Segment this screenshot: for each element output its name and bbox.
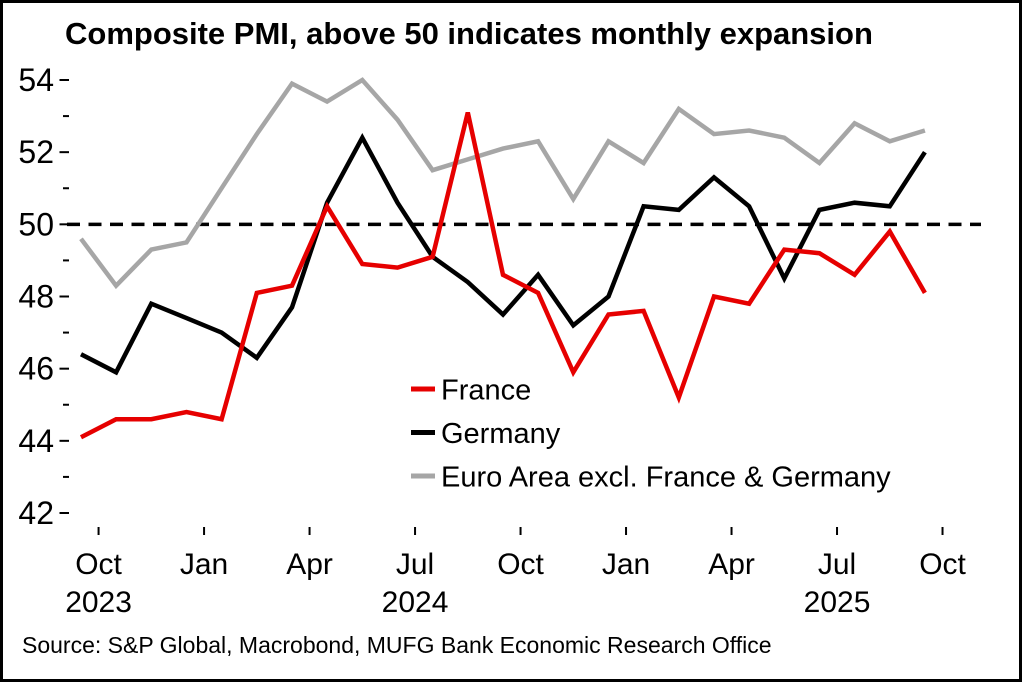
x-axis-month-label: Jul xyxy=(396,548,434,581)
x-axis-month-label: Oct xyxy=(919,548,966,581)
y-axis-tick-label: 44 xyxy=(18,423,54,459)
chart-title: Composite PMI, above 50 indicates monthl… xyxy=(65,16,873,51)
x-axis-month-label: Jan xyxy=(602,548,650,581)
pmi-line-chart: 42 44 46 48 50 52 54 Oct 2023 Jan Apr Jul 2024 Oct Jan… xyxy=(18,62,981,619)
y-axis-tick-label: 46 xyxy=(18,351,54,387)
y-axis-tick-label: 52 xyxy=(18,134,54,170)
y-axis-tick-label: 54 xyxy=(18,62,54,98)
y-axis-tick-label: 50 xyxy=(18,206,54,242)
legend-label-euro-area: Euro Area excl. France & Germany xyxy=(441,462,891,494)
x-axis-month-label: Oct xyxy=(75,548,122,581)
x-axis-year-label: 2023 xyxy=(65,586,132,619)
x-axis-month-label: Oct xyxy=(497,548,544,581)
x-axis-month-label: Apr xyxy=(708,548,755,581)
france-line xyxy=(79,111,927,440)
legend-label-germany: Germany xyxy=(441,418,561,450)
x-axis-month-label: Jul xyxy=(818,548,856,581)
x-axis-month-label: Jan xyxy=(180,548,228,581)
x-axis-year-label: 2025 xyxy=(804,586,871,619)
legend-label-france: France xyxy=(441,375,531,407)
y-axis-tick-label: 42 xyxy=(18,495,54,531)
germany-line xyxy=(79,132,927,376)
source-note: Source: S&P Global, Macrobond, MUFG Bank… xyxy=(22,632,772,658)
x-axis-month-label: Apr xyxy=(286,548,333,581)
x-axis-year-label: 2024 xyxy=(382,586,449,619)
y-axis-tick-label: 48 xyxy=(18,278,54,314)
euro-area-line xyxy=(79,77,926,290)
